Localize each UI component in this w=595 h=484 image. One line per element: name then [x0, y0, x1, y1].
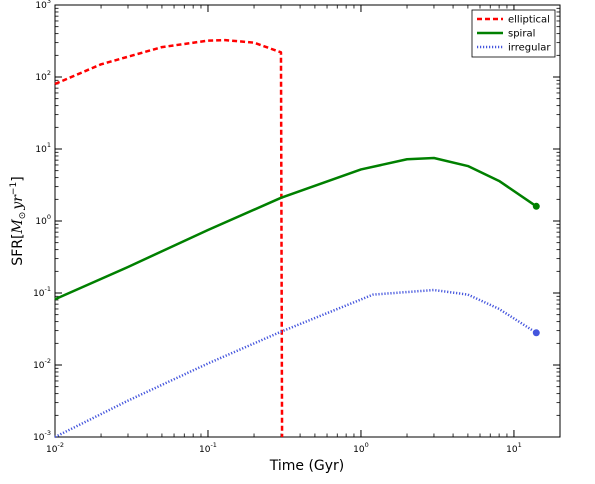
series-line-spiral [54, 156, 538, 301]
series-line-irregular [54, 288, 537, 439]
x-tick-label: 100 [353, 441, 369, 455]
y-axis-label-close: ] [10, 176, 26, 181]
y-tick-label: 101 [35, 141, 51, 155]
series-end-marker-irregular [532, 329, 540, 337]
plot-area [54, 4, 561, 438]
y-tick-label: 103 [35, 0, 51, 11]
series-end-marker-spiral [532, 202, 540, 210]
legend: elliptical spiral irregular [471, 9, 556, 58]
y-tick-label: 102 [35, 69, 51, 83]
y-axis-label-open: [ [10, 234, 26, 239]
y-axis-label-prefix: SFR [10, 239, 26, 266]
series-line-elliptical [54, 38, 284, 438]
y-tick-label: 100 [35, 213, 51, 227]
y-axis-label-sup: −1 [9, 182, 19, 195]
y-tick-label: 10-1 [33, 285, 51, 299]
x-tick-label: 101 [506, 441, 522, 455]
y-tick-label: 10-3 [33, 429, 51, 443]
y-axis-label-sub: ⊙ [18, 212, 28, 220]
y-axis-label-unit: M [10, 219, 26, 235]
x-tick-label: 10-1 [199, 441, 217, 455]
legend-label-elliptical: elliptical [508, 15, 550, 26]
y-axis-label-mid: yr [10, 194, 26, 211]
y-axis-label: SFR[M⊙yr−1] [9, 176, 28, 265]
series-layer [54, 38, 540, 439]
y-tick-label: 10-2 [33, 357, 51, 371]
x-axis-label: Time (Gyr) [269, 458, 345, 474]
legend-label-spiral: spiral [508, 29, 535, 40]
x-tick-label: 10-2 [46, 441, 64, 455]
legend-label-irregular: irregular [508, 43, 551, 54]
